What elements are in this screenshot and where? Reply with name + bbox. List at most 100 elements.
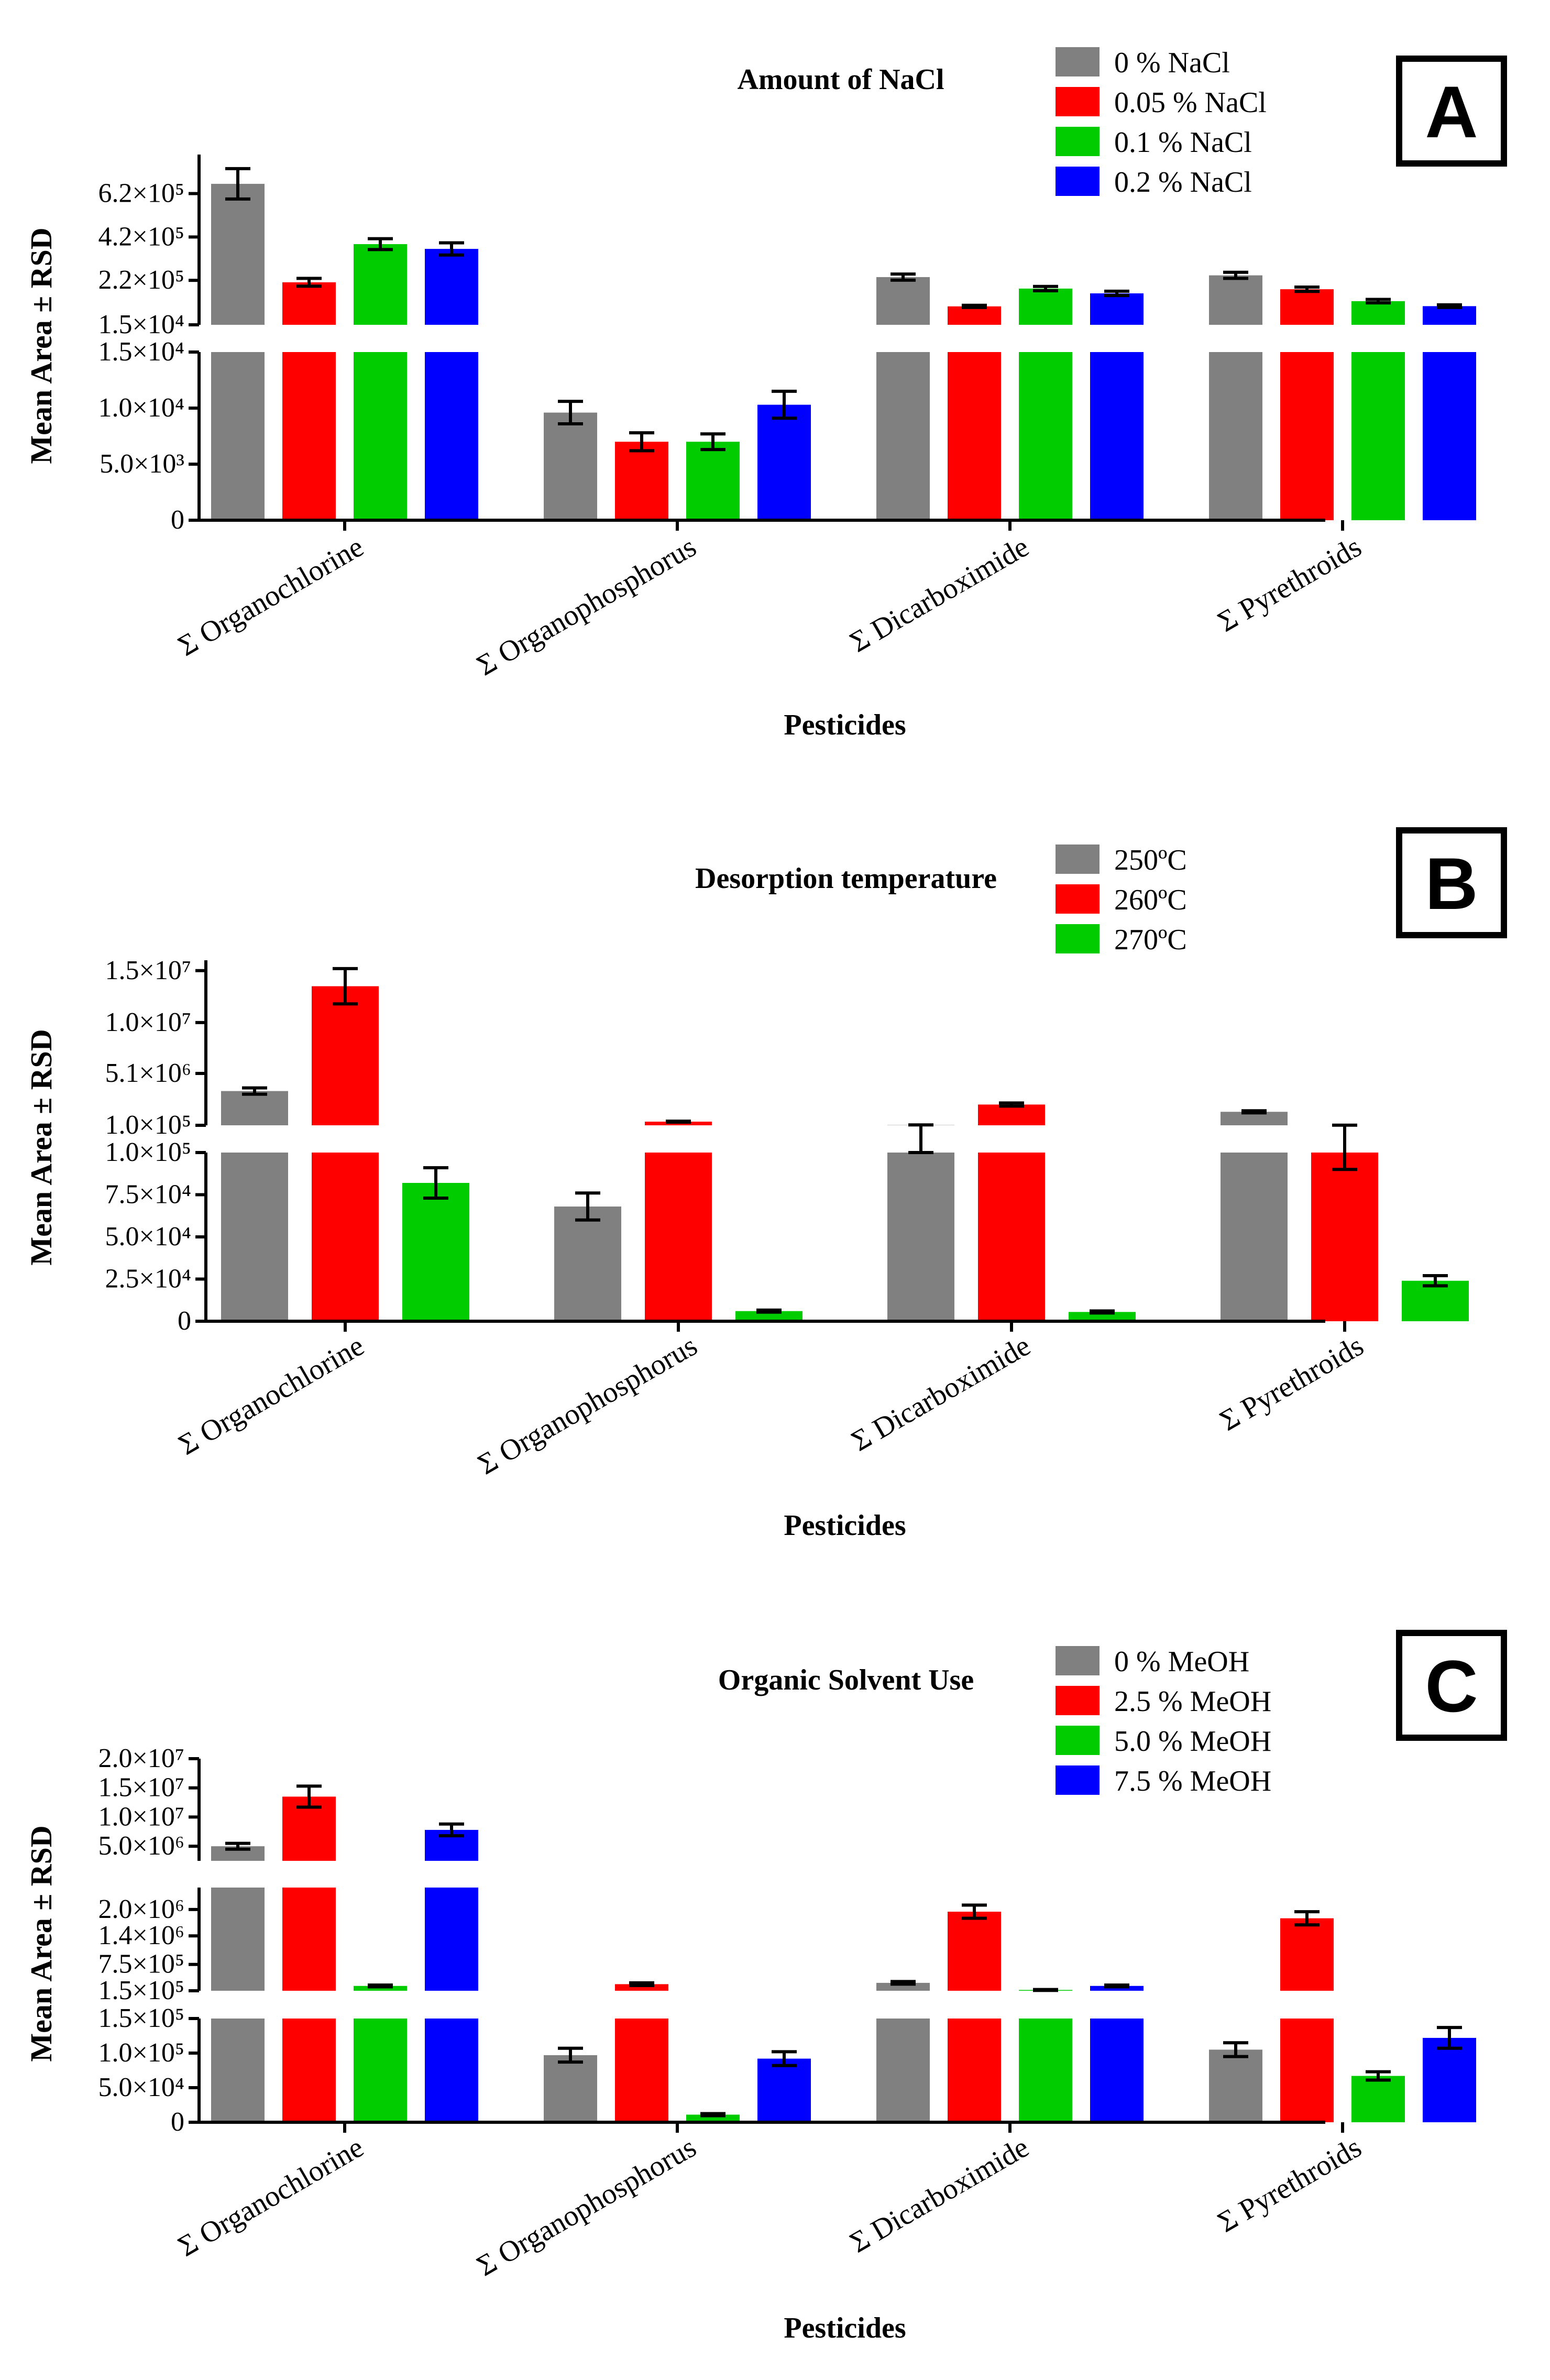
bar-7-5-meoh-organochlorine — [425, 2019, 478, 2122]
legend-swatch-0-nacl — [1056, 47, 1100, 76]
legend-label-5-0-meoh: 5.0 % MeOH — [1114, 1725, 1271, 1758]
error-bar-0-1-nacl-dicarboximide — [1033, 284, 1058, 292]
bar-0-05-nacl-dicarboximide — [948, 352, 1001, 520]
y-tick-label: 0 — [171, 505, 184, 535]
bar-0-1-nacl-dicarboximide-upper1 — [1019, 288, 1072, 325]
error-bar-260-c-pyrethroids — [1332, 1123, 1357, 1171]
error-bar-2-5-meoh-organochlorine — [296, 1784, 322, 1809]
error-bar-260-c-organochlorine — [333, 967, 358, 1006]
bar-2-5-meoh-organochlorine — [282, 2019, 336, 2122]
category-label-dicarboximide: Σ Dicarboximide — [844, 531, 1034, 659]
bar-260-c-organophosphorus — [645, 1153, 712, 1321]
error-bar-270-c-pyrethroids — [1423, 1274, 1448, 1288]
y-tick-label: 0 — [171, 2107, 184, 2137]
legend-label-0-meoh: 0 % MeOH — [1114, 1646, 1249, 1678]
category-label-organochlorine: Σ Organochlorine — [173, 1330, 370, 1462]
bar-0-2-nacl-dicarboximide-upper1 — [1090, 293, 1144, 325]
bar-5-0-meoh-organophosphorus — [686, 2114, 740, 2122]
error-bar-260-c-organophosphorus — [666, 1120, 691, 1124]
y-tick-label: 1.5×10⁷ — [98, 1773, 184, 1803]
y-tick-label: 1.5×10⁴ — [98, 310, 184, 339]
legend-label-0-2-nacl: 0.2 % NaCl — [1114, 166, 1252, 199]
bar-270-c-organochlorine — [402, 1182, 469, 1321]
y-tick-label: 7.5×10⁵ — [98, 1949, 184, 1979]
bar-2-5-meoh-pyrethroids-upper1 — [1280, 1918, 1334, 1991]
category-label-organochlorine: Σ Organochlorine — [173, 2131, 369, 2263]
bar-0-meoh-organochlorine — [211, 2019, 265, 2122]
bar-260-c-pyrethroids — [1311, 1153, 1378, 1321]
legend-label-0-nacl: 0 % NaCl — [1114, 47, 1230, 79]
legend-swatch-260-c — [1056, 884, 1100, 914]
error-bar-5-0-meoh-dicarboximide — [1033, 1988, 1058, 1992]
y-tick-label: 1.5×10⁴ — [98, 337, 184, 367]
category-label-pyrethroids: Σ Pyrethroids — [1213, 2131, 1367, 2239]
legend-label-260-c: 260ºC — [1114, 884, 1187, 916]
error-bar-0-nacl-organochlorine — [225, 167, 250, 201]
error-bar-2-5-meoh-organophosphorus — [629, 1981, 654, 1987]
y-tick-label: 1.0×10⁵ — [98, 2038, 184, 2068]
category-label-organophosphorus: Σ Organophosphorus — [472, 1330, 703, 1482]
legend-swatch-0-2-nacl — [1056, 167, 1100, 196]
y-tick-label: 4.2×10⁵ — [98, 222, 184, 251]
y-tick-label: 1.5×10⁵ — [98, 1976, 184, 2005]
legend-label-0-1-nacl: 0.1 % NaCl — [1114, 126, 1252, 159]
error-bar-0-05-nacl-dicarboximide — [962, 303, 987, 309]
y-tick-label: 5.0×10⁴ — [105, 1222, 191, 1252]
x-axis-label: Pesticides — [784, 709, 906, 741]
legend-swatch-0-05-nacl — [1056, 87, 1100, 116]
error-bar-0-nacl-pyrethroids — [1223, 270, 1248, 280]
bar-0-1-nacl-organophosphorus — [686, 442, 740, 520]
error-bar-0-meoh-organophosphorus — [558, 2046, 583, 2064]
bar-0-2-nacl-organochlorine — [425, 352, 478, 520]
panel-badge-label: B — [1425, 842, 1478, 925]
legend-swatch-5-0-meoh — [1056, 1726, 1100, 1755]
bar-0-nacl-pyrethroids-upper1 — [1209, 275, 1262, 325]
bar-0-05-nacl-pyrethroids-upper1 — [1280, 289, 1334, 325]
error-bar-0-meoh-pyrethroids — [1223, 2041, 1248, 2058]
y-tick-label: 1.5×10⁷ — [105, 956, 191, 985]
y-axis-label: Mean Area ± RSD — [24, 227, 58, 464]
bar-0-05-nacl-pyrethroids — [1280, 352, 1334, 520]
error-bar-250-c-organochlorine — [242, 1086, 267, 1096]
category-label-pyrethroids: Σ Pyrethroids — [1213, 531, 1367, 639]
error-bar-0-2-nacl-organophosphorus — [772, 389, 797, 420]
legend-label-0-05-nacl: 0.05 % NaCl — [1114, 86, 1267, 119]
bar-260-c-organochlorine-upper1 — [312, 986, 379, 1125]
error-bar-0-1-nacl-organophosphorus — [700, 432, 725, 452]
error-bar-2-5-meoh-dicarboximide — [962, 1903, 987, 1920]
bar-0-1-nacl-organochlorine — [354, 352, 407, 520]
bar-7-5-meoh-dicarboximide — [1090, 2019, 1144, 2122]
y-axis-label: Mean Area ± RSD — [24, 1825, 58, 2061]
x-axis-label: Pesticides — [784, 2312, 906, 2344]
bar-5-0-meoh-dicarboximide — [1019, 2019, 1072, 2122]
y-tick-label: 5.0×10⁴ — [98, 2072, 184, 2102]
error-bar-2-5-meoh-pyrethroids — [1294, 1910, 1320, 1927]
legend-swatch-0-meoh — [1056, 1646, 1100, 1675]
bar-0-nacl-pyrethroids — [1209, 352, 1262, 520]
category-label-dicarboximide: Σ Dicarboximide — [844, 2131, 1034, 2260]
bar-0-nacl-dicarboximide — [876, 352, 930, 520]
error-bar-7-5-meoh-organochlorine — [439, 1822, 464, 1838]
y-tick-label: 1.0×10⁵ — [105, 1110, 191, 1140]
bar-0-meoh-dicarboximide-upper1 — [876, 1982, 930, 1991]
y-tick-label: 0 — [178, 1306, 191, 1336]
chart-title: Organic Solvent Use — [718, 1664, 974, 1696]
bar-0-meoh-organophosphorus — [544, 2055, 597, 2122]
bar-0-2-nacl-organochlorine-upper1 — [425, 249, 478, 325]
bar-2-5-meoh-organophosphorus — [615, 2019, 668, 2122]
error-bar-5-0-meoh-organochlorine — [368, 1983, 393, 1989]
bar-250-c-organophosphorus — [554, 1207, 621, 1321]
bar-0-2-nacl-organophosphorus — [757, 404, 811, 520]
y-tick-label: 1.5×10⁵ — [98, 2003, 184, 2033]
bar-260-c-dicarboximide-upper1 — [978, 1104, 1045, 1125]
error-bar-0-2-nacl-dicarboximide — [1104, 289, 1129, 298]
y-tick-label: 2.0×10⁷ — [98, 1743, 184, 1773]
y-tick-label: 2.2×10⁵ — [98, 265, 184, 295]
error-bar-260-c-dicarboximide — [999, 1101, 1024, 1108]
error-bar-0-1-nacl-organochlorine — [368, 237, 393, 251]
bar-0-2-nacl-dicarboximide — [1090, 352, 1144, 520]
chart-title: Amount of NaCl — [737, 63, 944, 96]
bar-0-meoh-organochlorine-upper1 — [211, 1888, 265, 1991]
y-tick-label: 1.0×10⁷ — [105, 1007, 191, 1037]
y-tick-label: 1.0×10⁴ — [98, 393, 184, 423]
